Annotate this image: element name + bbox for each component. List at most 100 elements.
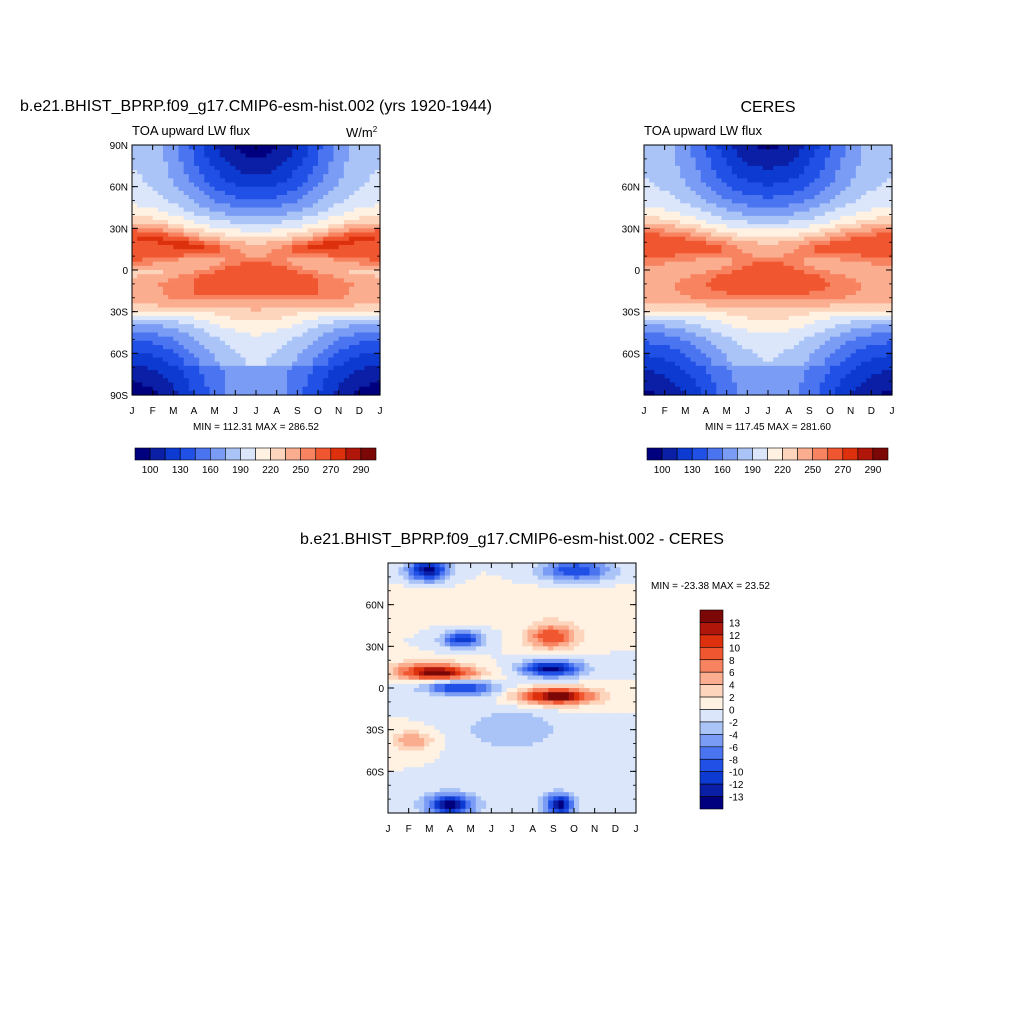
heatmap-cell: [219, 365, 226, 371]
heatmap-cell: [711, 178, 717, 184]
heatmap-cell: [312, 378, 319, 384]
heatmap-cell: [199, 220, 205, 225]
heatmap-cell: [809, 307, 816, 313]
heatmap-cell: [281, 249, 288, 254]
heatmap-cell: [266, 236, 273, 242]
heatmap-cell: [685, 290, 692, 296]
heatmap-cell: [354, 157, 360, 163]
heatmap-cell: [773, 245, 779, 250]
heatmap-cell: [669, 153, 676, 159]
heatmap-cell: [675, 357, 681, 363]
heatmap-cell: [183, 311, 190, 317]
heatmap-cell: [307, 253, 314, 259]
heatmap-cell: [711, 165, 717, 171]
heatmap-cell: [230, 224, 236, 229]
heatmap-cell: [799, 190, 805, 196]
heatmap-cell: [354, 174, 360, 179]
heatmap-cell: [302, 328, 309, 334]
heatmap-cell: [804, 324, 810, 329]
heatmap-cell: [287, 190, 293, 196]
heatmap-cell: [685, 207, 692, 213]
heatmap-cell: [147, 215, 154, 221]
heatmap-cell: [271, 382, 278, 388]
heatmap-cell: [343, 299, 350, 304]
heatmap-cell: [188, 211, 195, 217]
heatmap-cell: [302, 332, 309, 338]
heatmap-cell: [649, 253, 655, 259]
heatmap-cell: [349, 345, 355, 350]
heatmap-cell: [297, 186, 304, 192]
heatmap-cell: [188, 345, 195, 350]
heatmap-cell: [364, 390, 371, 396]
heatmap-cell: [343, 178, 350, 184]
heatmap-cell: [318, 370, 324, 375]
heatmap-cell: [338, 236, 345, 242]
heatmap-cell: [318, 186, 324, 192]
heatmap-cell: [219, 324, 226, 329]
heatmap-cell: [328, 303, 335, 309]
heatmap-cell: [700, 265, 707, 271]
heatmap-cell: [250, 328, 257, 334]
heatmap-cell: [328, 186, 335, 192]
heatmap-cell: [157, 228, 164, 234]
heatmap-cell: [644, 349, 650, 354]
heatmap-cell: [793, 303, 800, 309]
heatmap-cell: [664, 228, 671, 234]
heatmap-cell: [768, 286, 774, 292]
heatmap-cell: [209, 203, 216, 209]
heatmap-cell: [793, 361, 800, 367]
heatmap-cell: [374, 203, 381, 209]
heatmap-cell: [809, 290, 816, 296]
heatmap-cell: [302, 240, 309, 246]
heatmap-cell: [240, 153, 247, 159]
heatmap-cell: [793, 245, 800, 250]
heatmap-cell: [369, 295, 376, 300]
heatmap-cell: [188, 186, 195, 192]
heatmap-cell: [343, 211, 350, 217]
heatmap-cell: [349, 378, 355, 384]
heatmap-cell: [804, 340, 810, 346]
heatmap-cell: [364, 232, 371, 238]
heatmap-cell: [297, 220, 304, 225]
heatmap-cell: [163, 345, 169, 350]
heatmap-cell: [204, 224, 211, 229]
heatmap-cell: [706, 245, 712, 250]
heatmap-cell: [809, 149, 816, 154]
heatmap-cell: [778, 215, 785, 221]
heatmap-cell: [690, 340, 697, 346]
heatmap-cell: [188, 270, 195, 275]
heatmap-cell: [649, 165, 655, 171]
heatmap-cell: [726, 165, 733, 171]
heatmap-cell: [374, 224, 381, 229]
heatmap-cell: [742, 182, 748, 188]
heatmap-cell: [271, 253, 278, 259]
heatmap-cell: [318, 303, 324, 309]
heatmap-cell: [199, 270, 205, 275]
heatmap-cell: [312, 228, 319, 234]
heatmap-cell: [307, 257, 314, 263]
heatmap-cell: [659, 203, 666, 209]
heatmap-cell: [209, 207, 216, 213]
heatmap-cell: [240, 274, 247, 279]
heatmap-cell: [354, 349, 360, 354]
heatmap-cell: [809, 340, 816, 346]
heatmap-cell: [690, 282, 697, 288]
heatmap-cell: [173, 324, 180, 329]
heatmap-cell: [804, 149, 810, 154]
heatmap-cell: [773, 336, 779, 342]
heatmap-cell: [281, 349, 288, 354]
heatmap-cell: [359, 286, 366, 292]
heatmap-cell: [742, 324, 748, 329]
heatmap-cell: [706, 295, 712, 300]
heatmap-cell: [152, 345, 159, 350]
heatmap-cell: [783, 315, 790, 321]
heatmap-cell: [219, 353, 226, 359]
heatmap-cell: [354, 220, 360, 225]
heatmap-cell: [307, 299, 314, 304]
heatmap-cell: [349, 195, 355, 200]
model-units: W/m2: [346, 125, 378, 140]
heatmap-cell: [685, 374, 692, 379]
heatmap-cell: [721, 265, 728, 271]
heatmap-cell: [188, 249, 195, 254]
